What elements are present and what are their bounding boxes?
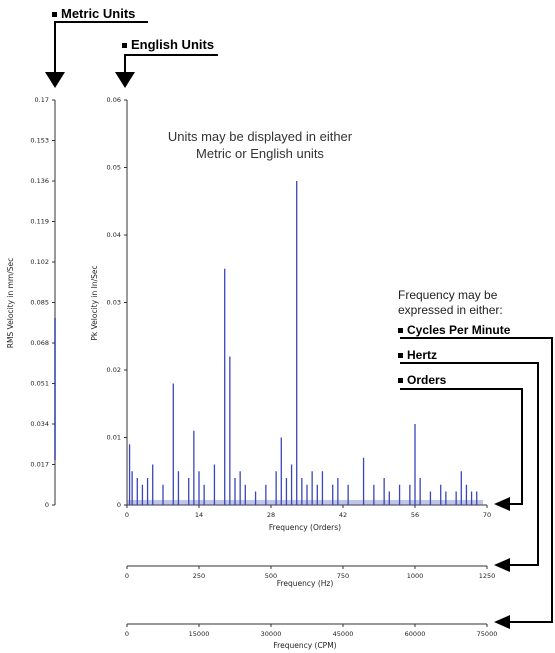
x-tick-label: 0 bbox=[125, 630, 129, 638]
y-tick-label: 0.04 bbox=[107, 231, 121, 239]
metric-tick-label: 0.068 bbox=[30, 339, 49, 347]
metric-connector-line bbox=[54, 21, 148, 72]
x-tick-label: 250 bbox=[193, 572, 205, 580]
x-axis-orders: 0 14 28 42 56 70 bbox=[125, 505, 491, 519]
orders-connector-line bbox=[400, 388, 523, 505]
orders-label: Orders bbox=[407, 373, 447, 387]
english-units-callout: English Units bbox=[122, 37, 214, 52]
metric-tick-label: 0.136 bbox=[30, 177, 49, 185]
x-tick-label: 1250 bbox=[479, 572, 496, 580]
arrow-left-icon bbox=[494, 497, 510, 511]
x-tick-label: 500 bbox=[265, 572, 277, 580]
bullet-square-icon bbox=[398, 328, 403, 334]
bullet-square-icon bbox=[52, 12, 57, 18]
y-tick-label: 0.05 bbox=[107, 164, 121, 172]
arrowheads bbox=[45, 72, 510, 629]
english-connector-line bbox=[124, 54, 218, 72]
arrow-left-icon bbox=[494, 558, 510, 572]
metric-tick-label: 0 bbox=[45, 501, 49, 509]
x-tick-label: 75000 bbox=[477, 630, 498, 638]
bullet-square-icon bbox=[122, 43, 127, 49]
x-tick-label: 14 bbox=[195, 511, 203, 519]
x-axis-hertz: 0 250 500 750 1000 1250 bbox=[125, 565, 496, 580]
metric-tick-label: 0.017 bbox=[30, 461, 49, 469]
units-note: Units may be displayed in either Metric … bbox=[160, 128, 360, 162]
units-note-line1: Units may be displayed in either bbox=[167, 129, 353, 144]
units-note-line2: Metric or English units bbox=[196, 146, 324, 161]
english-y-axis-label: Pk Velocity in In/Sec bbox=[90, 265, 99, 340]
metric-tick-label: 0.153 bbox=[30, 137, 49, 145]
x-tick-label: 0 bbox=[125, 511, 129, 519]
hertz-label: Hertz bbox=[407, 348, 438, 362]
arrow-down-icon bbox=[115, 72, 135, 88]
x-tick-label: 56 bbox=[411, 511, 419, 519]
cpm-label: Cycles Per Minute bbox=[407, 323, 511, 337]
arrow-down-icon bbox=[45, 72, 65, 88]
bullet-square-icon bbox=[398, 378, 403, 384]
english-units-label: English Units bbox=[131, 37, 215, 52]
hertz-callout: Hertz bbox=[398, 348, 437, 362]
metric-tick-label: 0.17 bbox=[35, 96, 49, 104]
x-tick-label: 42 bbox=[339, 511, 347, 519]
plot-frame bbox=[126, 100, 487, 506]
y-tick-label: 0.06 bbox=[107, 96, 121, 104]
metric-units-label: Metric Units bbox=[61, 6, 136, 21]
x-axis-orders-label: Frequency (Orders) bbox=[269, 523, 341, 532]
x-tick-label: 750 bbox=[337, 572, 349, 580]
x-axis-hertz-label: Frequency (Hz) bbox=[277, 579, 334, 588]
x-tick-label: 45000 bbox=[333, 630, 354, 638]
cpm-callout: Cycles Per Minute bbox=[398, 323, 510, 337]
metric-y-axis: 0 0.017 0.034 0.051 0.068 0.085 0.102 0.119 0.13… bbox=[30, 96, 56, 509]
x-tick-label: 0 bbox=[125, 572, 129, 580]
x-axis-cpm: 0 15000 30000 45000 60000 75000 bbox=[125, 623, 498, 638]
x-tick-label: 70 bbox=[483, 511, 491, 519]
x-tick-label: 1000 bbox=[407, 572, 424, 580]
x-tick-label: 60000 bbox=[405, 630, 426, 638]
frequency-note-line2: expressed in either: bbox=[398, 303, 503, 317]
orders-callout: Orders bbox=[398, 373, 446, 387]
hertz-connector-line bbox=[400, 362, 539, 566]
metric-tick-label: 0.085 bbox=[30, 299, 49, 307]
noise-floor bbox=[127, 500, 483, 505]
metric-units-callout: Metric Units bbox=[52, 6, 135, 21]
x-tick-label: 15000 bbox=[189, 630, 210, 638]
bullet-square-icon bbox=[398, 353, 403, 359]
frequency-note: Frequency may be expressed in either: bbox=[398, 288, 503, 318]
y-tick-label: 0.03 bbox=[107, 299, 121, 307]
metric-tick-label: 0.102 bbox=[30, 258, 49, 266]
x-axis-cpm-label: Frequency (CPM) bbox=[273, 641, 336, 650]
metric-tick-label: 0.034 bbox=[30, 420, 49, 428]
arrow-left-icon bbox=[494, 615, 510, 629]
cpm-connector-line bbox=[400, 337, 553, 623]
y-tick-label: 0.01 bbox=[107, 434, 121, 442]
y-tick-label: 0 bbox=[117, 501, 121, 509]
frequency-note-line1: Frequency may be bbox=[398, 288, 498, 302]
metric-tick-label: 0.051 bbox=[30, 380, 49, 388]
english-y-axis: 0 0.01 0.02 0.03 0.04 0.05 0.06 bbox=[107, 96, 127, 509]
y-tick-label: 0.02 bbox=[107, 366, 121, 374]
metric-tick-label: 0.119 bbox=[30, 218, 49, 226]
callout-connectors bbox=[54, 21, 553, 623]
spectrum-bars bbox=[127, 181, 483, 505]
x-tick-label: 30000 bbox=[261, 630, 282, 638]
metric-y-axis-label: RMS Velocity in mm/Sec bbox=[6, 258, 15, 349]
x-tick-label: 28 bbox=[267, 511, 275, 519]
